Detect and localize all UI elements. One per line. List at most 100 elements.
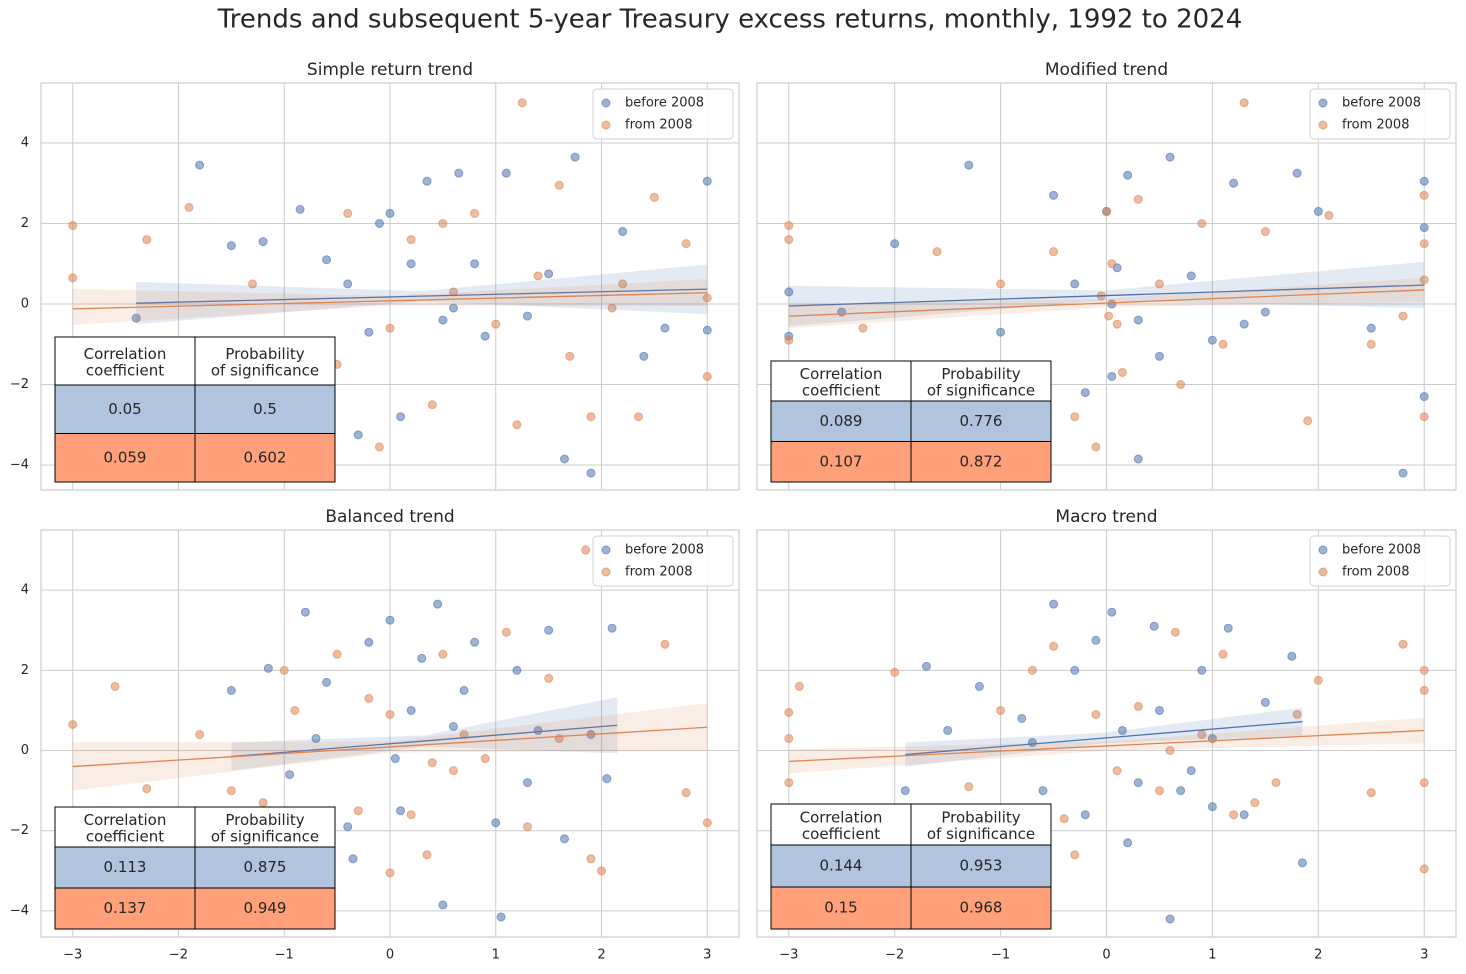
point (226, 241, 236, 251)
point (448, 766, 458, 776)
point (1419, 176, 1429, 186)
point (784, 335, 794, 345)
point (1218, 649, 1228, 659)
y-tick-label: −4 (10, 458, 29, 473)
point (607, 623, 617, 633)
point (1292, 168, 1302, 178)
table-header: Probability of significance (927, 364, 1035, 399)
table-cell (54, 336, 196, 386)
point (385, 323, 395, 333)
point (1165, 746, 1175, 756)
point (560, 834, 569, 844)
table-value: 0.875 (244, 858, 287, 876)
point (522, 311, 532, 321)
point (343, 822, 353, 832)
legend-marker (601, 567, 611, 577)
point (921, 661, 931, 671)
point (374, 218, 384, 228)
point (470, 637, 480, 647)
point (311, 734, 321, 744)
point (974, 681, 984, 691)
point (364, 637, 374, 647)
point (1117, 725, 1127, 735)
confidence-band (136, 264, 708, 325)
point (660, 639, 670, 649)
y-tick-label: −4 (10, 903, 29, 918)
point (406, 810, 416, 820)
legend-label: before 2008 (1342, 96, 1421, 111)
point (570, 152, 580, 162)
table-header: Correlation coefficient (84, 344, 167, 379)
point (364, 327, 374, 337)
point (1239, 319, 1249, 329)
point (1133, 778, 1143, 788)
x-tick-label: 0 (1102, 948, 1110, 963)
legend-label: from 2008 (1342, 118, 1409, 133)
legend-marker (1318, 545, 1328, 555)
point (300, 607, 310, 617)
y-tick-label: 2 (21, 663, 29, 678)
point (195, 160, 205, 170)
point (858, 323, 868, 333)
panel-title: Balanced trend (325, 507, 454, 527)
x-tick-label: 3 (1420, 948, 1428, 963)
legend-marker (601, 545, 611, 555)
point (1133, 701, 1143, 711)
legend-marker (1318, 120, 1328, 130)
fit-line (788, 284, 1425, 307)
x-tick-label: 1 (492, 948, 500, 963)
legend-box (1309, 535, 1451, 587)
legend-marker (1318, 98, 1328, 108)
point (1133, 315, 1143, 325)
point (422, 850, 432, 860)
table-value: 0.137 (104, 899, 147, 917)
point (1313, 675, 1323, 685)
point (427, 758, 437, 768)
x-tick-label: −3 (63, 948, 82, 963)
point (1038, 786, 1048, 796)
point (110, 681, 120, 691)
table-value: 0.872 (960, 452, 1003, 470)
x-tick-label: −3 (779, 948, 798, 963)
legend-marker (1318, 567, 1328, 577)
point (1091, 709, 1101, 719)
point (1197, 218, 1207, 228)
point (1419, 223, 1429, 233)
point (1398, 468, 1408, 478)
legend-label: from 2008 (1342, 565, 1409, 580)
x-tick-label: 2 (597, 948, 605, 963)
point (1123, 170, 1133, 180)
point (322, 255, 332, 265)
point (422, 176, 432, 186)
point (496, 912, 506, 922)
point (1223, 623, 1233, 633)
point (343, 279, 353, 289)
table-value: 0.059 (104, 448, 147, 466)
x-tick-label: −2 (169, 948, 188, 963)
point (784, 287, 794, 297)
point (406, 705, 416, 715)
point (1049, 190, 1059, 200)
point (406, 259, 416, 269)
point (142, 784, 152, 794)
point (1154, 351, 1164, 361)
legend-marker (601, 98, 611, 108)
point (385, 709, 395, 719)
point (438, 649, 448, 659)
point (1017, 713, 1027, 723)
point (996, 279, 1006, 289)
y-tick-label: 4 (21, 135, 29, 150)
point (258, 237, 268, 247)
point (1112, 766, 1122, 776)
fit-line (72, 292, 708, 310)
table-value: 0.5 (253, 400, 277, 418)
point (1229, 810, 1239, 820)
point (427, 400, 437, 410)
y-tick-label: 0 (21, 743, 29, 758)
legend-label: before 2008 (1342, 543, 1421, 558)
point (602, 774, 612, 784)
point (374, 442, 384, 452)
point (1297, 858, 1307, 868)
table-cell (54, 887, 196, 930)
